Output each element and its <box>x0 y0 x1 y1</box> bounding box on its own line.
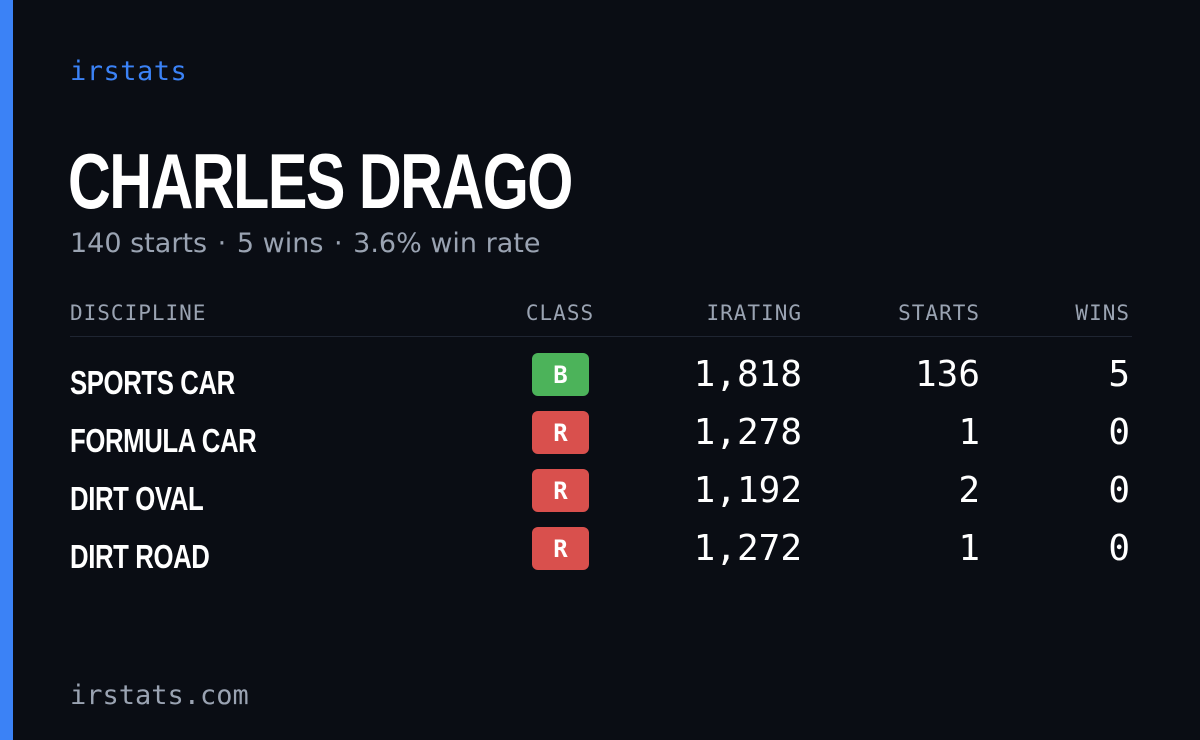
header-irating: IRATING <box>706 301 802 325</box>
header-starts: STARTS <box>898 301 980 325</box>
table-header: DISCIPLINE CLASS IRATING STARTS WINS <box>70 296 1132 337</box>
row-wins: 0 <box>1108 528 1130 569</box>
row-starts: 2 <box>958 470 980 511</box>
row-irating: 1,192 <box>693 470 802 511</box>
row-irating: 1,818 <box>693 354 802 395</box>
class-badge: B <box>532 353 589 396</box>
row-wins: 0 <box>1108 470 1130 511</box>
header-wins: WINS <box>1075 301 1130 325</box>
class-badge: R <box>532 411 589 454</box>
row-discipline: DIRT OVAL <box>70 480 204 517</box>
class-badge: R <box>532 469 589 512</box>
header-discipline: DISCIPLINE <box>70 301 207 325</box>
stats-table: DISCIPLINE CLASS IRATING STARTS WINS SPO… <box>70 296 1132 585</box>
driver-name: CHARLES DRAGO <box>68 137 573 225</box>
row-starts: 136 <box>914 354 980 395</box>
row-irating: 1,278 <box>693 412 802 453</box>
summary-win-rate: 3.6% win rate <box>353 228 541 259</box>
row-discipline: SPORTS CAR <box>70 364 235 401</box>
summary-wins: 5 wins <box>236 228 324 259</box>
table-body: SPORTS CAR B 1,818 136 5 FORMULA CAR R 1… <box>70 353 1132 585</box>
summary-line: 140 starts · 5 wins · 3.6% win rate <box>70 228 540 259</box>
summary-separator: · <box>217 228 227 259</box>
class-badge: R <box>532 527 589 570</box>
table-row: DIRT OVAL R 1,192 2 0 <box>70 469 1132 527</box>
summary-starts: 140 starts <box>70 228 208 259</box>
table-row: DIRT ROAD R 1,272 1 0 <box>70 527 1132 585</box>
row-starts: 1 <box>958 412 980 453</box>
row-wins: 0 <box>1108 412 1130 453</box>
table-row: FORMULA CAR R 1,278 1 0 <box>70 411 1132 469</box>
row-wins: 5 <box>1108 354 1130 395</box>
footer-domain[interactable]: irstats.com <box>70 680 249 711</box>
header-class: CLASS <box>525 301 595 325</box>
brand-logo-text: irstats <box>70 56 188 87</box>
summary-separator: · <box>333 228 343 259</box>
accent-bar <box>0 0 13 740</box>
row-discipline: DIRT ROAD <box>70 538 210 575</box>
row-starts: 1 <box>958 528 980 569</box>
row-discipline: FORMULA CAR <box>70 422 257 459</box>
row-irating: 1,272 <box>693 528 802 569</box>
table-row: SPORTS CAR B 1,818 136 5 <box>70 353 1132 411</box>
